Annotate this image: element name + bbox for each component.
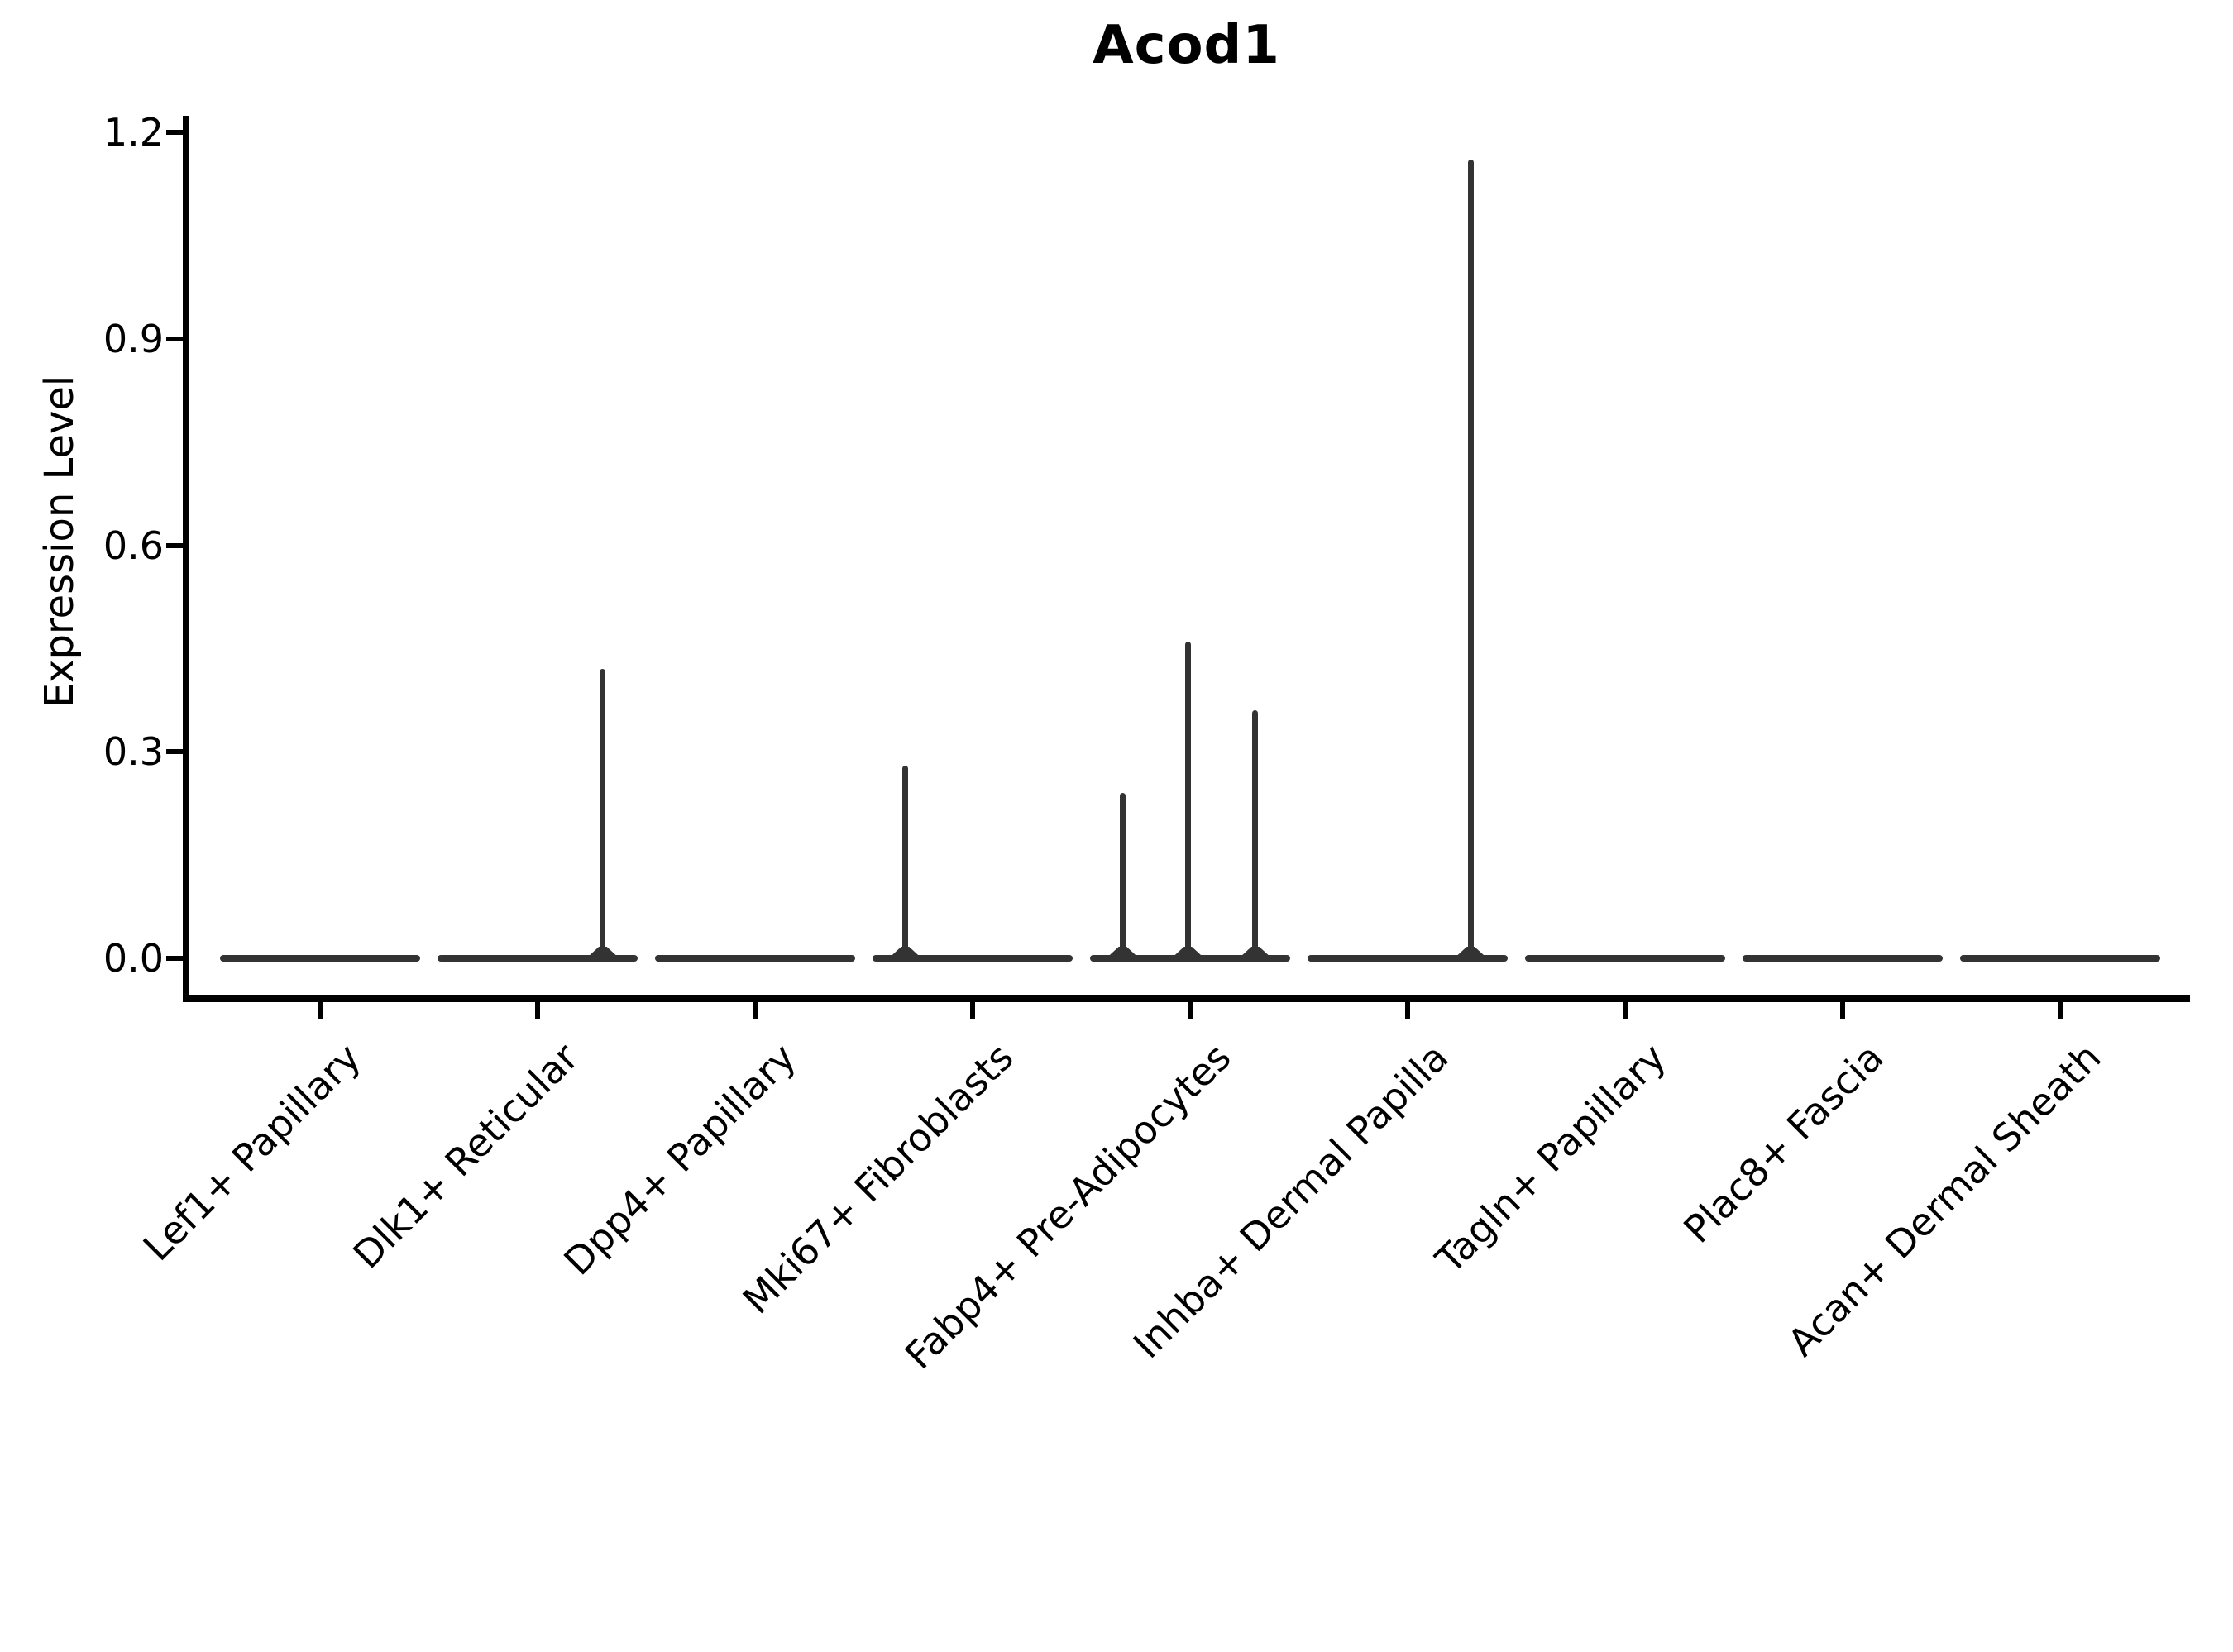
y-tick [166,336,183,341]
expression-spike [600,669,606,958]
y-tick [166,542,183,548]
x-tick [2058,1002,2063,1019]
expression-spike [1467,160,1474,958]
violin-zero-bar [655,955,855,962]
violin-zero-bar [1743,955,1943,962]
y-tick-label: 0.3 [103,729,164,775]
spike-base-flare [1454,947,1488,958]
x-tick [970,1002,975,1019]
spike-base-flare [888,947,922,958]
expression-spike [1252,710,1259,958]
y-tick [166,956,183,961]
y-tick-label: 1.2 [103,110,164,155]
violin-zero-bar [873,955,1073,962]
violin-zero-bar [1525,955,1725,962]
x-tick [753,1002,758,1019]
violin-zero-bar [1090,955,1290,962]
x-tick [1405,1002,1410,1019]
y-axis-spine [183,116,189,1002]
x-tick [318,1002,323,1019]
violin-zero-bar [220,955,420,962]
y-tick [166,130,183,135]
violin-plot-figure: Acod1 Expression Level 1.2 0.9 0.6 0.3 0.0 Le… [36,15,2190,1378]
y-tick [166,749,183,755]
y-tick-label: 0.9 [103,316,164,361]
y-tick-label: 0.6 [103,523,164,568]
x-tick [1623,1002,1628,1019]
expression-spike [1119,793,1126,958]
spike-base-flare [1238,947,1272,958]
violin-zero-bar [1308,955,1508,962]
x-tick [1188,1002,1193,1019]
violin-zero-bar [1960,955,2160,962]
spike-base-flare [1106,947,1140,958]
chart-title: Acod1 [1093,15,1280,76]
expression-spike [1184,642,1191,958]
x-tick [1840,1002,1845,1019]
violin-zero-bar [438,955,638,962]
spike-base-flare [1171,947,1205,958]
expression-spike [901,765,908,958]
spike-base-flare [586,947,619,958]
x-axis-spine [183,995,2190,1002]
x-tick [535,1002,540,1019]
y-tick-label: 0.0 [103,936,164,981]
